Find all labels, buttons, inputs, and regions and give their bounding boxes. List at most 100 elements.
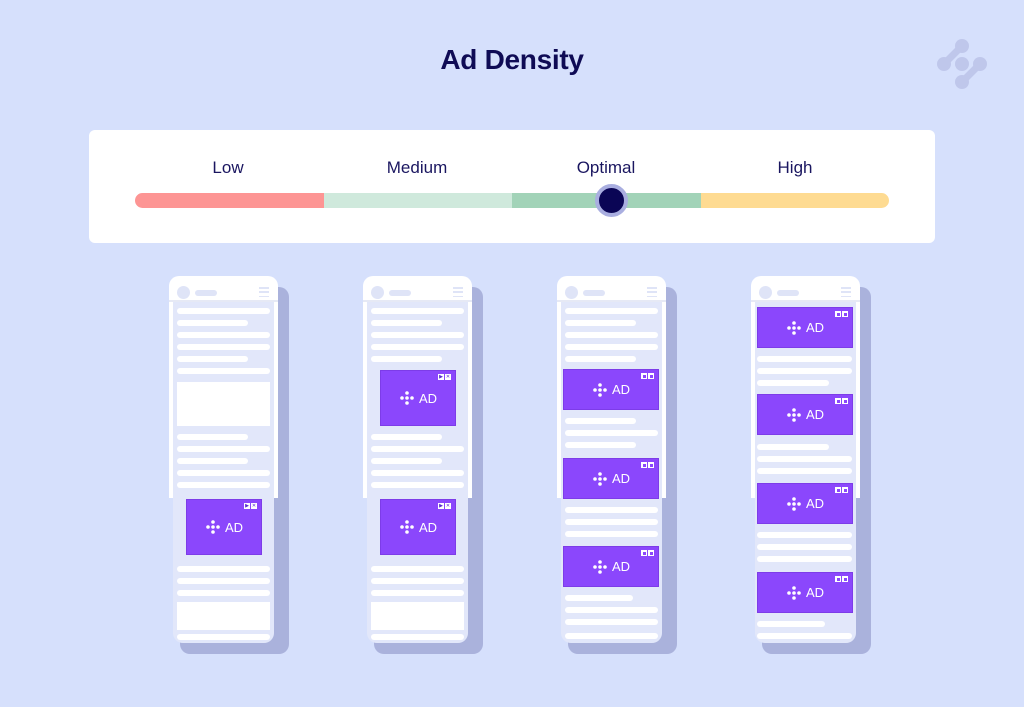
ad-logo-icon (787, 320, 801, 335)
page-title: Ad Density (440, 44, 584, 75)
ad-unit[interactable]: AD ▶ ✕ (380, 370, 456, 426)
density-slider-knob[interactable] (595, 184, 628, 217)
play-icon[interactable]: ▶ (244, 503, 250, 509)
text-line (565, 607, 658, 613)
avatar-icon (565, 286, 578, 299)
text-line (177, 482, 270, 488)
text-line (757, 356, 852, 362)
play-icon[interactable]: ▶ (438, 374, 444, 380)
ad-logo-icon (787, 496, 801, 511)
density-slider-track[interactable] (135, 193, 889, 208)
text-line (565, 442, 636, 448)
square-icon[interactable] (835, 311, 841, 317)
text-line (371, 332, 464, 338)
text-line (371, 434, 442, 440)
text-line (177, 368, 270, 374)
ad-logo-icon (400, 391, 414, 405)
density-scale-card: Low Medium Optimal High (89, 130, 935, 243)
ad-label: AD (611, 382, 631, 397)
ad-logo-icon (400, 520, 414, 534)
text-line (757, 368, 852, 374)
ad-label: AD (418, 390, 438, 406)
text-line (565, 344, 658, 350)
square-icon[interactable] (842, 311, 848, 317)
square-icon[interactable] (648, 550, 654, 556)
close-icon[interactable]: ✕ (445, 503, 451, 509)
text-line (371, 308, 464, 314)
ad-unit[interactable]: AD ▶ ✕ (186, 499, 262, 555)
text-line (757, 456, 852, 462)
text-line (371, 356, 442, 362)
header-pill (389, 290, 411, 296)
text-line (757, 468, 852, 474)
header-pill (195, 290, 217, 296)
text-line (757, 444, 829, 450)
ad-unit[interactable]: AD (563, 369, 659, 410)
text-line (757, 380, 829, 386)
hamburger-menu-icon (259, 287, 269, 297)
text-line (177, 634, 270, 640)
ad-unit[interactable]: AD (563, 458, 659, 499)
ad-unit[interactable]: AD (563, 546, 659, 587)
close-icon[interactable]: ✕ (445, 374, 451, 380)
ad-unit[interactable]: AD ▶ ✕ (380, 499, 456, 555)
scale-label-low: Low (212, 158, 244, 177)
ad-unit[interactable]: AD (757, 394, 853, 435)
square-icon[interactable] (842, 487, 848, 493)
ad-unit[interactable]: AD (757, 572, 853, 613)
text-line (565, 308, 658, 314)
text-line (565, 356, 636, 362)
square-icon[interactable] (648, 462, 654, 468)
ad-label: AD (805, 585, 825, 600)
ad-unit[interactable]: AD (757, 483, 853, 524)
text-line (371, 482, 464, 488)
text-line (371, 344, 464, 350)
hamburger-menu-icon (453, 287, 463, 297)
phone-header (557, 276, 666, 302)
square-icon[interactable] (641, 373, 647, 379)
text-line (371, 458, 442, 464)
text-line (371, 566, 464, 572)
text-line (371, 634, 464, 640)
square-icon[interactable] (842, 576, 848, 582)
square-icon[interactable] (641, 462, 647, 468)
text-line (757, 532, 852, 538)
square-icon[interactable] (648, 373, 654, 379)
segment-high (700, 193, 889, 208)
scale-label-optimal: Optimal (576, 158, 636, 177)
square-icon[interactable] (835, 576, 841, 582)
square-icon[interactable] (842, 398, 848, 404)
text-line (177, 578, 270, 584)
avatar-icon (759, 286, 772, 299)
close-icon[interactable]: ✕ (251, 503, 257, 509)
text-line (177, 308, 270, 314)
text-line (177, 320, 248, 326)
text-line (757, 556, 852, 562)
square-icon[interactable] (835, 487, 841, 493)
text-line (565, 507, 658, 513)
ad-logo-icon (787, 585, 801, 600)
play-icon[interactable]: ▶ (438, 503, 444, 509)
ad-logo-icon (593, 471, 607, 486)
text-line (565, 531, 658, 537)
text-line (177, 470, 270, 476)
text-line (371, 590, 464, 596)
image-placeholder (371, 602, 464, 630)
phone-header (169, 276, 278, 302)
segment-low (135, 193, 324, 208)
header-pill (583, 290, 605, 296)
text-line (757, 621, 825, 627)
ad-label: AD (224, 519, 244, 535)
ad-logo-icon (787, 407, 801, 422)
text-line (565, 320, 636, 326)
square-icon[interactable] (641, 550, 647, 556)
text-line (565, 633, 658, 639)
header-pill (777, 290, 799, 296)
ad-unit[interactable]: AD (757, 307, 853, 348)
ad-label: AD (805, 320, 825, 335)
text-line (177, 332, 270, 338)
hamburger-menu-icon (647, 287, 657, 297)
ad-logo-icon (593, 382, 607, 397)
ad-label: AD (611, 559, 631, 574)
square-icon[interactable] (835, 398, 841, 404)
